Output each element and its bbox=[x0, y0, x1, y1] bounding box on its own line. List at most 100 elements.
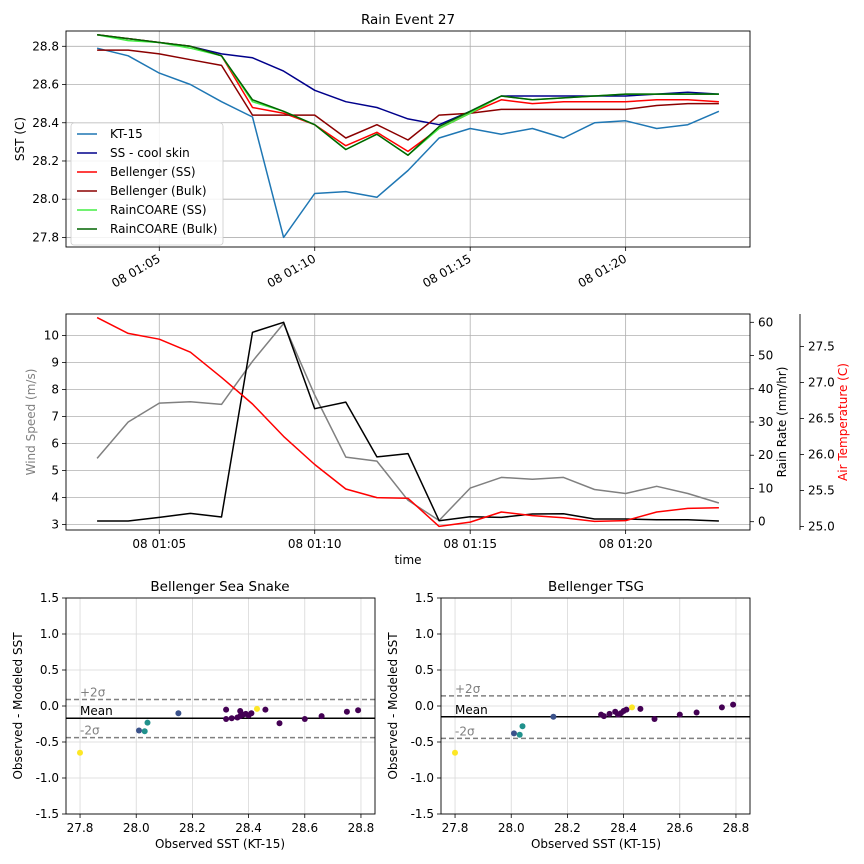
wind-speed-axis-label: Wind Speed (m/s) bbox=[24, 369, 38, 476]
left-series-line bbox=[96, 322, 720, 522]
rain-rate-tick-label: 20 bbox=[758, 448, 773, 462]
weather-timeseries-panel: 08 01:05 08 01:10 08 01:15 08 01:20 3 4 5 6 7 8 9 1… bbox=[24, 313, 850, 567]
tsg-y-tick-label: -0.5 bbox=[411, 735, 434, 749]
sea-snake-point bbox=[228, 715, 235, 722]
tsg-point bbox=[600, 713, 607, 720]
sea-snake-point bbox=[248, 710, 255, 717]
tsg-point bbox=[730, 701, 737, 708]
rain-rate-tick-label: 40 bbox=[758, 382, 773, 396]
sst-y-tick-label: 28.6 bbox=[32, 78, 59, 92]
sea-snake-reference-label: +2σ bbox=[80, 686, 106, 700]
sst-series-lines bbox=[96, 34, 720, 239]
sea-snake-x-axis-label: Observed SST (KT-15) bbox=[155, 837, 285, 851]
sea-snake-x-tick-label: 27.8 bbox=[67, 821, 94, 835]
sst-legend-label: RainCOARE (Bulk) bbox=[110, 222, 217, 236]
sea-snake-point bbox=[254, 705, 260, 712]
sea-snake-point bbox=[223, 706, 230, 713]
tsg-y-tick-label: 0.0 bbox=[415, 699, 434, 713]
sst-y-tick-label: 28.8 bbox=[32, 39, 59, 53]
tsg-y-tick-label: 0.5 bbox=[415, 663, 434, 677]
sea-snake-y-tick-label: 1.0 bbox=[40, 627, 59, 641]
tsg-x-tick-label: 28.6 bbox=[666, 821, 693, 835]
sea-snake-point bbox=[175, 710, 182, 717]
tsg-x-tick-label: 28.2 bbox=[554, 821, 581, 835]
rain-rate-tick-label: 10 bbox=[758, 481, 773, 495]
sst-series-line bbox=[96, 47, 720, 239]
tsg-y-axis-label: Observed - Modeled SST bbox=[386, 632, 400, 780]
tsg-point bbox=[629, 704, 635, 711]
wind-speed-tick-label: 9 bbox=[51, 356, 59, 370]
sst-x-tick-label: 08 01:05 bbox=[109, 251, 162, 290]
sst-chart-title: Rain Event 27 bbox=[361, 12, 455, 28]
tsg-point bbox=[676, 711, 683, 718]
sea-snake-y-axis-label: Observed - Modeled SST bbox=[11, 632, 25, 780]
sst-legend-label: SS - cool skin bbox=[110, 146, 190, 160]
sea-snake-point bbox=[77, 749, 83, 756]
sea-snake-x-tick-label: 28.8 bbox=[348, 821, 375, 835]
tsg-point bbox=[516, 731, 523, 738]
sea-snake-tick-labels: 27.8 28.0 28.2 28.4 28.6 28.8 -1.5 -1.0 -0.5 0.0 0… bbox=[36, 591, 375, 835]
wind-speed-tick-label: 5 bbox=[51, 464, 59, 478]
tsg-point bbox=[637, 705, 644, 712]
sst-y-tick-label: 28.0 bbox=[32, 192, 59, 206]
wind-speed-tick-label: 8 bbox=[51, 383, 59, 397]
sea-snake-y-tick-label: -1.5 bbox=[36, 807, 59, 821]
tsg-x-tick-label: 28.8 bbox=[723, 821, 750, 835]
sst-legend-label: RainCOARE (SS) bbox=[110, 203, 207, 217]
weather-x-tick-label: 08 01:15 bbox=[443, 537, 497, 551]
tsg-scatter-panel: Bellenger TSG +2σ Mean -2σ 27.8 28.0 28.2 28.… bbox=[386, 579, 751, 851]
air-temp-tick-label: 27.5 bbox=[808, 339, 835, 353]
sst-legend-label: KT-15 bbox=[110, 127, 143, 141]
sea-snake-y-tick-label: 0.5 bbox=[40, 663, 59, 677]
air-temp-tick-label: 26.0 bbox=[808, 447, 835, 461]
tsg-point bbox=[718, 704, 725, 711]
sst-x-tick-label: 08 01:10 bbox=[265, 251, 318, 290]
sst-axes-frame bbox=[65, 30, 751, 248]
rain-rate-tick-label: 60 bbox=[758, 315, 773, 329]
sea-snake-point bbox=[276, 720, 283, 727]
air-temp-tick-label: 25.0 bbox=[808, 519, 835, 533]
sea-snake-reference-label: -2σ bbox=[80, 724, 100, 738]
wind-speed-tick-label: 3 bbox=[51, 518, 59, 532]
sea-snake-point bbox=[343, 708, 350, 715]
weather-tick-labels: 08 01:05 08 01:10 08 01:15 08 01:20 3 4 5 6 7 8 9 1… bbox=[44, 315, 835, 551]
sst-x-tick-label: 08 01:20 bbox=[576, 251, 629, 290]
tsg-y-tick-label: -1.0 bbox=[411, 771, 434, 785]
sst-series-line bbox=[97, 34, 719, 156]
sea-snake-y-tick-label: -1.0 bbox=[36, 771, 59, 785]
sst-y-tick-label: 28.4 bbox=[32, 116, 59, 130]
sea-snake-y-tick-label: 1.5 bbox=[40, 591, 59, 605]
tsg-tick-labels: 27.8 28.0 28.2 28.4 28.6 28.8 -1.5 -1.0 -0.5 0.0 0… bbox=[411, 591, 750, 835]
air-temp-tick-label: 25.5 bbox=[808, 483, 835, 497]
air-temp-tick-label: 27.0 bbox=[808, 375, 835, 389]
tsg-reference-lines: +2σ Mean -2σ bbox=[441, 682, 750, 740]
tsg-y-tick-label: 1.0 bbox=[415, 627, 434, 641]
sst-x-tick-label: 08 01:15 bbox=[420, 251, 473, 290]
rain-rate-tick-label: 0 bbox=[758, 515, 766, 529]
sst-y-tick-label: 27.8 bbox=[32, 230, 59, 244]
weather-series-lines bbox=[96, 316, 720, 528]
weather-x-tick-label: 08 01:10 bbox=[288, 537, 342, 551]
sea-snake-x-tick-label: 28.2 bbox=[179, 821, 206, 835]
tsg-x-tick-label: 27.8 bbox=[442, 821, 469, 835]
sea-snake-x-tick-label: 28.4 bbox=[235, 821, 262, 835]
tsg-point bbox=[606, 710, 613, 717]
tsg-point bbox=[519, 723, 526, 730]
time-axis-label: time bbox=[394, 553, 421, 567]
sst-legend-label: Bellenger (SS) bbox=[110, 165, 196, 179]
rain-rate-tick-label: 50 bbox=[758, 349, 773, 363]
wind-speed-tick-label: 6 bbox=[51, 437, 59, 451]
air-temp-tick-label: 26.5 bbox=[808, 411, 835, 425]
tsg-reference-label: -2σ bbox=[455, 724, 475, 738]
tsg-y-tick-label: -1.5 bbox=[411, 807, 434, 821]
sea-snake-points bbox=[77, 705, 362, 756]
tsg-x-tick-label: 28.0 bbox=[498, 821, 525, 835]
sea-snake-point bbox=[301, 716, 308, 722]
sea-snake-point bbox=[318, 713, 325, 720]
tsg-point bbox=[511, 730, 517, 737]
sea-snake-reference-label: Mean bbox=[80, 704, 113, 718]
sst-y-axis-label: SST (C) bbox=[13, 117, 27, 161]
weather-x-tick-label: 08 01:20 bbox=[599, 537, 653, 551]
